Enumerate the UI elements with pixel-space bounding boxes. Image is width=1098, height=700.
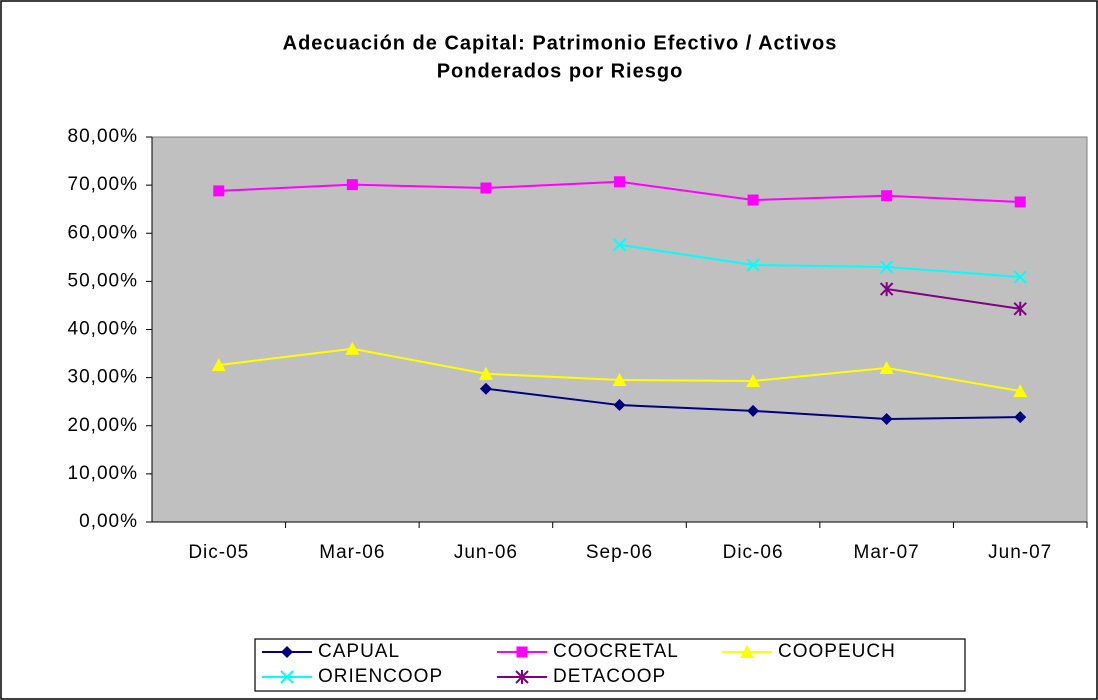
marker: [479, 382, 492, 395]
marker: [612, 238, 627, 252]
marker: [211, 358, 226, 372]
legend-label: CAPUAL: [318, 641, 400, 662]
marker: [747, 194, 759, 206]
marker: [516, 646, 528, 658]
y-tick-label: 40,00%: [68, 319, 138, 340]
chart-title: Ponderados por Riesgo: [437, 60, 684, 82]
marker: [1013, 270, 1027, 284]
chart-title: Adecuación de Capital: Patrimonio Efecti…: [283, 32, 838, 54]
marker: [478, 366, 493, 380]
marker: [740, 645, 754, 658]
marker: [213, 185, 225, 197]
marker: [746, 373, 761, 387]
legend-label: ORIENCOOP: [318, 666, 443, 687]
marker: [480, 182, 492, 194]
y-tick-label: 30,00%: [68, 367, 138, 388]
plot-area: [151, 136, 1088, 523]
x-tick-label: Mar-06: [319, 542, 385, 563]
marker: [879, 282, 894, 297]
legend-label: COOPEUCH: [778, 641, 896, 662]
marker: [280, 670, 294, 684]
x-tick-label: Dic-05: [188, 542, 249, 563]
legend-box: [254, 638, 966, 692]
series-line: [886, 288, 1021, 310]
marker: [1014, 196, 1026, 208]
marker: [879, 361, 894, 374]
y-tick-label: 0,00%: [79, 511, 138, 532]
x-tick-label: Mar-07: [854, 542, 920, 563]
marker: [1013, 301, 1027, 316]
marker: [281, 646, 293, 658]
marker: [881, 190, 893, 202]
y-tick-label: 20,00%: [68, 415, 138, 436]
marker: [747, 404, 760, 417]
y-tick-label: 60,00%: [68, 222, 138, 243]
y-tick-label: 50,00%: [68, 270, 138, 291]
x-tick-label: Dic-06: [723, 542, 784, 563]
marker: [880, 413, 893, 426]
y-tick-label: 10,00%: [68, 463, 138, 484]
marker: [746, 258, 760, 272]
marker: [346, 179, 358, 191]
marker: [345, 341, 360, 355]
series-line: [619, 243, 1021, 279]
legend-label: DETACOOP: [553, 666, 666, 687]
y-tick-label: 80,00%: [68, 126, 138, 147]
marker: [515, 670, 529, 684]
x-tick-label: Jun-07: [988, 542, 1052, 563]
marker: [614, 176, 625, 188]
marker: [1014, 411, 1027, 424]
marker: [612, 373, 627, 387]
marker: [1013, 384, 1028, 398]
marker: [879, 260, 894, 274]
x-tick-label: Sep-06: [586, 542, 653, 563]
legend-label: COOCRETAL: [553, 641, 679, 662]
marker: [613, 399, 626, 412]
x-tick-label: Jun-06: [454, 542, 518, 563]
y-tick-label: 70,00%: [68, 174, 138, 195]
